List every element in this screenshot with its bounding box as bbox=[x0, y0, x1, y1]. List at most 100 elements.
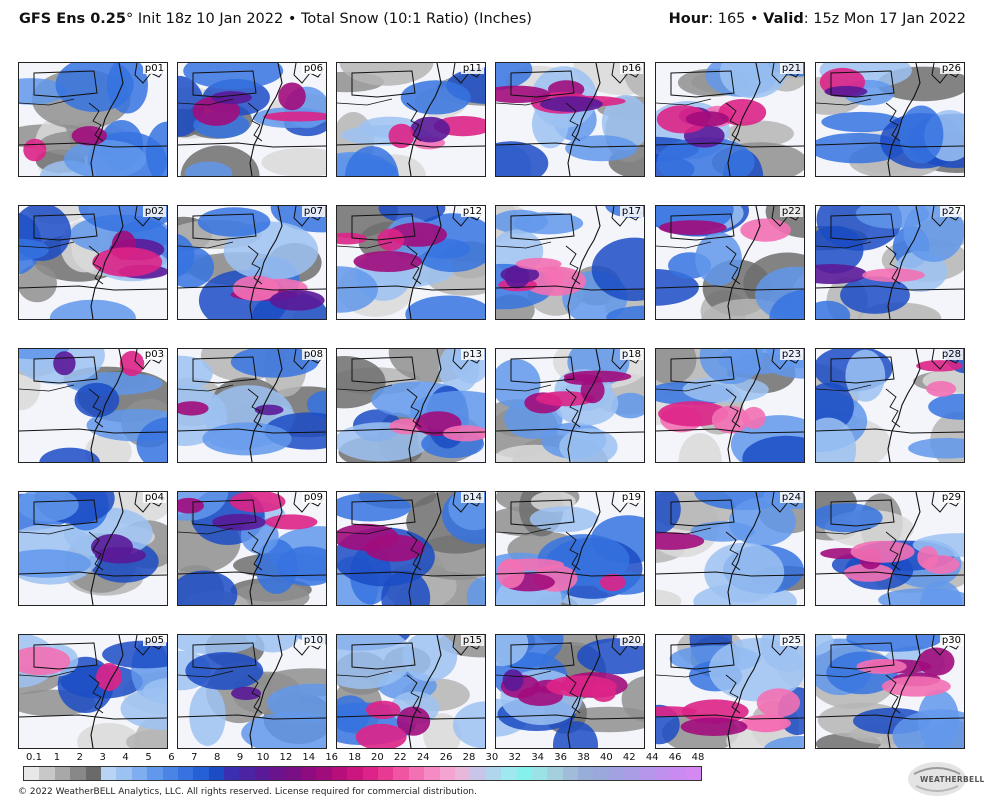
member-label: p12 bbox=[460, 206, 484, 217]
weatherbell-logo bbox=[906, 760, 968, 798]
colorbar-tick-label: 36 bbox=[554, 752, 567, 763]
colorbar-tick-label: 4 bbox=[122, 752, 129, 763]
colorbar-tick-label: 38 bbox=[577, 752, 590, 763]
colorbar-tick-label: 30 bbox=[485, 752, 499, 763]
member-label: p19 bbox=[619, 492, 643, 503]
colorbar-swatch bbox=[454, 767, 471, 780]
colorbar-swatch bbox=[362, 767, 378, 780]
colorbar-swatch bbox=[208, 767, 225, 780]
valid-label: Valid bbox=[763, 11, 804, 27]
colorbar-swatch bbox=[116, 767, 132, 780]
degree-symbol: ° bbox=[125, 11, 134, 27]
member-label: p17 bbox=[619, 206, 643, 217]
ensemble-member-p25: p25 bbox=[655, 634, 805, 749]
colorbar-tick-label: 10 bbox=[256, 752, 270, 763]
member-label: p18 bbox=[619, 349, 643, 360]
colorbar-tick-label: 14 bbox=[302, 752, 316, 763]
logo-wordmark: WEATHERBELL bbox=[920, 775, 984, 784]
colorbar-swatch bbox=[177, 767, 194, 780]
ensemble-member-p05: p05 bbox=[18, 634, 168, 749]
member-label: p06 bbox=[301, 63, 325, 74]
ensemble-member-p02: p02 bbox=[18, 205, 168, 320]
ensemble-member-p22: p22 bbox=[655, 205, 805, 320]
member-label: p09 bbox=[301, 492, 325, 503]
model-name: GFS Ens 0.25 bbox=[19, 11, 126, 27]
ensemble-member-p10: p10 bbox=[177, 634, 327, 749]
ensemble-member-p09: p09 bbox=[177, 491, 327, 606]
colorbar-swatch bbox=[85, 767, 101, 780]
member-label: p14 bbox=[460, 492, 484, 503]
colorbar-tick-label: 1 bbox=[53, 752, 61, 763]
colorbar-swatch bbox=[316, 767, 332, 780]
colorbar-swatch bbox=[485, 767, 502, 780]
colorbar-tick-label: 16 bbox=[325, 752, 339, 763]
colorbar-swatch bbox=[254, 767, 271, 780]
colorbar-tick-label: 0.1 bbox=[26, 752, 42, 763]
colorbar-swatch bbox=[347, 767, 363, 780]
colorbar-swatch bbox=[562, 767, 579, 780]
ensemble-member-p21: p21 bbox=[655, 62, 805, 177]
colorbar-tick-label: 12 bbox=[279, 752, 293, 763]
ensemble-member-p24: p24 bbox=[655, 491, 805, 606]
snowfall-colorbar bbox=[23, 766, 702, 781]
member-label: p08 bbox=[301, 349, 325, 360]
colorbar-swatch bbox=[470, 767, 486, 780]
ensemble-member-p03: p03 bbox=[18, 348, 168, 463]
colorbar-swatch bbox=[516, 767, 532, 780]
colorbar-tick-label: 34 bbox=[531, 752, 545, 763]
member-label: p11 bbox=[460, 63, 484, 74]
map-title: GFS Ens 0.25° Init 18z 10 Jan 2022 • Tot… bbox=[19, 11, 532, 27]
colorbar-ticks: 0.1 1 2 3 4 5 6 7 8 9 10 12 14 16 18 20 22 24 26 28 30 32 34 36… bbox=[0, 752, 984, 766]
colorbar-swatch bbox=[147, 767, 163, 780]
member-label: p28 bbox=[939, 349, 963, 360]
colorbar-tick-label: 20 bbox=[371, 752, 384, 763]
colorbar-swatch bbox=[608, 767, 625, 780]
colorbar-tick-label: 42 bbox=[622, 752, 636, 763]
colorbar-tick-label: 32 bbox=[508, 752, 522, 763]
ensemble-member-p06: p06 bbox=[177, 62, 327, 177]
colorbar-swatch bbox=[54, 767, 71, 780]
colorbar-tick-label: 40 bbox=[600, 752, 613, 763]
member-label: p29 bbox=[939, 492, 963, 503]
ensemble-member-p28: p28 bbox=[815, 348, 965, 463]
colorbar-tick-label: 46 bbox=[668, 752, 682, 763]
colorbar-swatch bbox=[501, 767, 517, 780]
ensemble-member-p17: p17 bbox=[495, 205, 645, 320]
colorbar-swatch bbox=[24, 767, 40, 780]
ensemble-member-p26: p26 bbox=[815, 62, 965, 177]
member-label: p05 bbox=[142, 635, 166, 646]
valid-value: : 15z Mon 17 Jan 2022 bbox=[803, 11, 966, 27]
ensemble-member-p12: p12 bbox=[336, 205, 486, 320]
colorbar-swatch bbox=[270, 767, 286, 780]
member-label: p16 bbox=[619, 63, 643, 74]
member-label: p23 bbox=[779, 349, 803, 360]
colorbar-swatch bbox=[131, 767, 148, 780]
colorbar-tick-label: 48 bbox=[691, 752, 705, 763]
member-label: p03 bbox=[142, 349, 166, 360]
colorbar-swatch bbox=[393, 767, 409, 780]
ensemble-member-p01: p01 bbox=[18, 62, 168, 177]
colorbar-tick-label: 5 bbox=[145, 752, 152, 763]
ensemble-member-p13: p13 bbox=[336, 348, 486, 463]
member-label: p30 bbox=[939, 635, 963, 646]
colorbar-swatch bbox=[639, 767, 656, 780]
colorbar-swatch bbox=[224, 767, 240, 780]
ensemble-member-p08: p08 bbox=[177, 348, 327, 463]
member-label: p10 bbox=[301, 635, 325, 646]
hour-value: : 165 • bbox=[708, 11, 764, 27]
ensemble-member-p19: p19 bbox=[495, 491, 645, 606]
colorbar-swatch bbox=[70, 767, 86, 780]
member-label: p15 bbox=[460, 635, 484, 646]
member-label: p07 bbox=[301, 206, 325, 217]
ensemble-member-p15: p15 bbox=[336, 634, 486, 749]
colorbar-swatch bbox=[624, 767, 640, 780]
colorbar-swatch bbox=[100, 767, 117, 780]
ensemble-member-p07: p07 bbox=[177, 205, 327, 320]
valid-time: Hour: 165 • Valid: 15z Mon 17 Jan 2022 bbox=[669, 11, 966, 27]
colorbar-swatch bbox=[531, 767, 548, 780]
member-label: p02 bbox=[142, 206, 166, 217]
colorbar-swatch bbox=[670, 767, 686, 780]
colorbar-swatch bbox=[578, 767, 594, 780]
ensemble-member-p18: p18 bbox=[495, 348, 645, 463]
colorbar-swatch bbox=[301, 767, 317, 780]
